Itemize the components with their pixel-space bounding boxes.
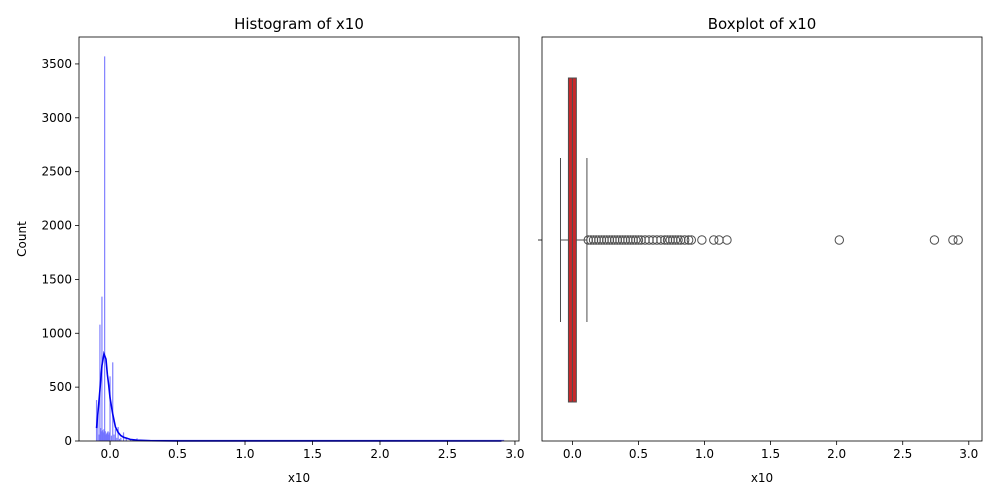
histogram-bar <box>129 439 131 441</box>
outlier-point <box>722 235 732 245</box>
outlier-point <box>929 235 940 245</box>
histogram-bar <box>110 435 112 441</box>
histogram-bar <box>116 437 118 441</box>
histogram-bar <box>106 432 108 441</box>
histogram-title: Histogram of x10 <box>234 15 364 33</box>
histogram-x-ticks: 0.0 0.5 1.0 1.5 2.0 2.5 3.0 <box>100 441 524 461</box>
outlier-point <box>633 235 644 245</box>
kde-curve <box>95 350 502 442</box>
histogram-bar <box>120 437 122 441</box>
x-tick-label: 3.0 <box>505 447 524 461</box>
x-tick-label: 0.0 <box>100 447 119 461</box>
x-tick-label: 2.5 <box>893 447 912 461</box>
boxplot-title: Boxplot of x10 <box>708 15 817 33</box>
outlier-point <box>686 235 697 245</box>
histogram-bar <box>97 414 99 441</box>
x-tick-label: 0.5 <box>629 447 648 461</box>
outlier-point <box>680 235 690 245</box>
outlier-point <box>631 235 641 245</box>
y-tick-label: 3500 <box>41 57 72 71</box>
outlier-point <box>670 235 681 245</box>
y-tick-label: 1000 <box>41 326 72 340</box>
y-tick-label: 0 <box>64 434 72 448</box>
boxplot-x-label: x10 <box>751 471 773 485</box>
histogram-bar <box>104 431 106 441</box>
histogram-bar <box>104 56 106 441</box>
histogram-panel: Histogram of x10 0.0 0.5 1.0 1.5 2.0 2.5 3.0 0… <box>15 15 524 485</box>
histogram-bar <box>112 362 114 441</box>
outlier-point <box>714 235 724 245</box>
histogram-bar <box>100 431 102 441</box>
histogram-bar <box>98 434 100 441</box>
x-tick-label: 2.5 <box>438 447 457 461</box>
histogram-bar <box>105 434 107 441</box>
histogram-bar <box>109 376 111 441</box>
x-tick-label: 0.0 <box>563 447 582 461</box>
histogram-bar <box>108 434 110 441</box>
outlier-point <box>683 235 694 245</box>
histogram-bar <box>125 438 127 441</box>
boxplot-body <box>559 77 963 403</box>
boxplot-x-ticks: 0.0 0.5 1.0 1.5 2.0 2.5 3.0 <box>563 441 978 461</box>
outlier-point <box>834 235 844 245</box>
boxplot-panel: Boxplot of x10 0.0 0.5 1.0 1.5 2.0 2.5 3.0 x10 <box>538 15 983 485</box>
histogram-bar <box>103 429 105 441</box>
y-tick-label: 3000 <box>41 111 72 125</box>
x-tick-label: 2.0 <box>827 447 846 461</box>
y-tick-label: 2000 <box>41 219 72 233</box>
outlier-point <box>673 235 683 245</box>
histogram-bars <box>95 56 505 441</box>
histogram-bar <box>113 434 115 441</box>
x-tick-label: 1.0 <box>235 447 254 461</box>
histogram-bar <box>108 432 110 441</box>
x-tick-label: 1.5 <box>303 447 322 461</box>
x-tick-label: 1.0 <box>695 447 714 461</box>
boxplot-frame <box>541 36 983 442</box>
histogram-bar <box>117 426 119 441</box>
outlier-point <box>948 235 958 245</box>
histogram-bar <box>106 433 108 441</box>
histogram-bar <box>102 432 104 441</box>
x-tick-label: 0.5 <box>168 447 187 461</box>
y-tick-label: 500 <box>49 380 72 394</box>
histogram-bar <box>102 430 104 441</box>
histogram-x-label: x10 <box>288 471 310 485</box>
y-tick-label: 2500 <box>41 165 72 179</box>
outlier-point <box>697 235 707 245</box>
x-tick-label: 1.5 <box>761 447 780 461</box>
histogram-y-label: Count <box>15 221 29 257</box>
outlier-point <box>953 235 963 245</box>
histogram-bar <box>100 428 102 441</box>
y-tick-label: 1500 <box>41 272 72 286</box>
x-tick-label: 2.0 <box>370 447 389 461</box>
outlier-point <box>656 235 666 245</box>
histogram-y-ticks: 0 500 1000 1500 2000 2500 3000 3500 <box>41 57 79 448</box>
histogram-bar <box>114 429 117 441</box>
histogram-frame <box>78 36 520 442</box>
outlier-point <box>709 235 719 245</box>
histogram-bar <box>107 431 109 441</box>
histogram-bar <box>118 438 121 441</box>
x-tick-label: 3.0 <box>959 447 978 461</box>
